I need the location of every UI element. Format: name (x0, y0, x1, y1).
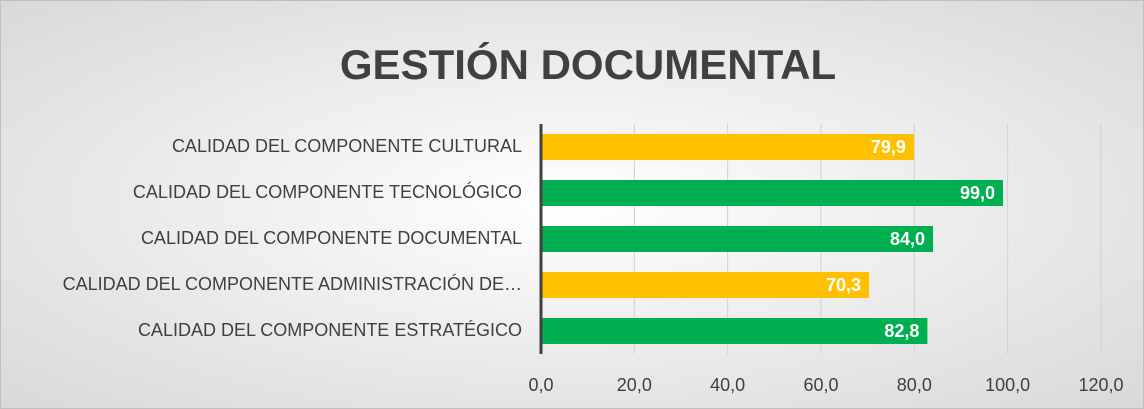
x-tick-label: 40,0 (710, 375, 745, 395)
x-tick-label: 80,0 (897, 375, 932, 395)
x-tick-label: 100,0 (985, 375, 1030, 395)
data-label: 70,3 (826, 275, 861, 295)
y-tick-label: CALIDAD DEL COMPONENTE CULTURAL (172, 136, 522, 156)
bar (541, 134, 914, 160)
data-label: 99,0 (960, 183, 995, 203)
x-tick-label: 0,0 (528, 375, 553, 395)
y-tick-label: CALIDAD DEL COMPONENTE ADMINISTRACIÓN DE… (63, 273, 522, 294)
bar (541, 180, 1003, 206)
x-tick-label: 20,0 (617, 375, 652, 395)
bar (541, 318, 928, 344)
y-tick-label: CALIDAD DEL COMPONENTE TECNOLÓGICO (133, 181, 522, 202)
y-tick-label: CALIDAD DEL COMPONENTE DOCUMENTAL (141, 228, 522, 248)
data-label: 79,9 (871, 137, 906, 157)
bar (541, 226, 933, 252)
bar (541, 272, 870, 298)
x-tick-label: 120,0 (1078, 375, 1123, 395)
data-label: 82,8 (884, 321, 919, 341)
chart-title: GESTIÓN DOCUMENTAL (340, 40, 836, 88)
data-label: 84,0 (890, 229, 925, 249)
x-tick-label: 60,0 (803, 375, 838, 395)
y-tick-label: CALIDAD DEL COMPONENTE ESTRATÉGICO (138, 320, 522, 340)
